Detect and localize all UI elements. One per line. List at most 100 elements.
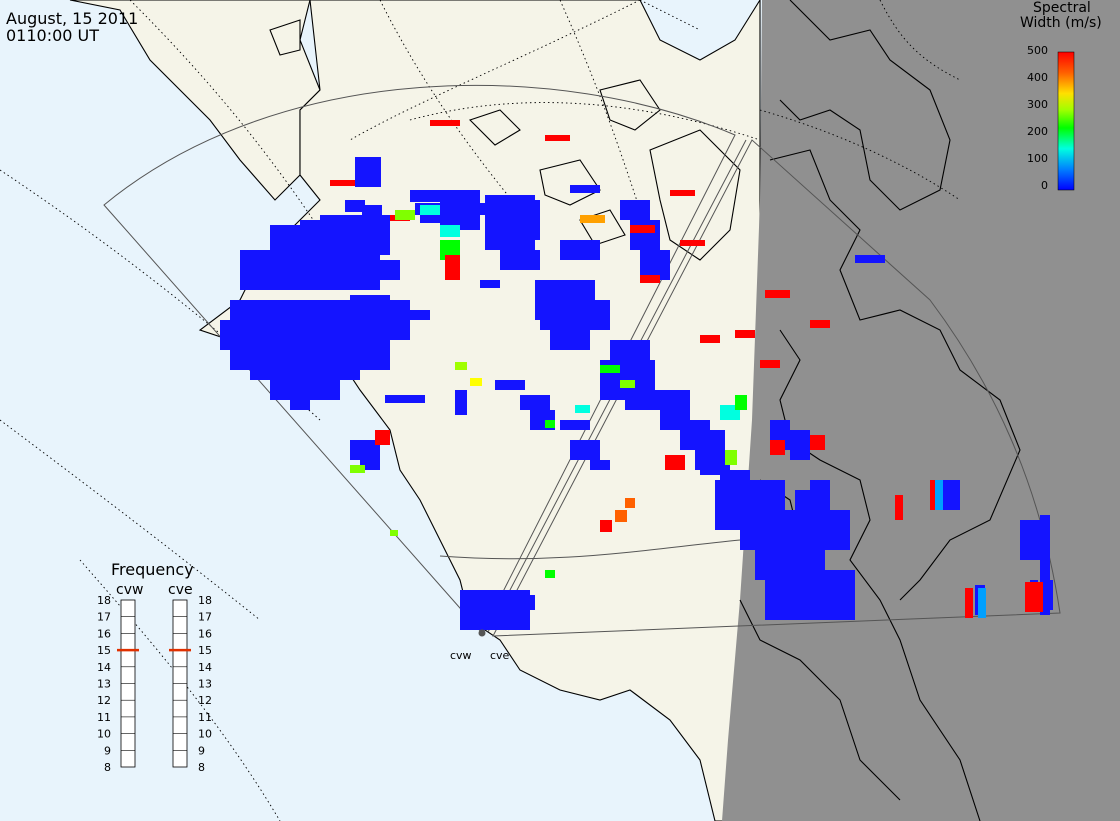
map-time: 0110:00 UT: [6, 26, 99, 45]
echo-cell: [540, 300, 610, 330]
color-scale: Spectral Width (m/s) 500 400 300 200 100…: [1020, 0, 1102, 192]
arctic-island-4: [599, 79, 661, 131]
arctic-island-3: [539, 159, 601, 206]
colorbar-tick: 0: [1041, 179, 1048, 192]
echo-cell: [290, 270, 320, 280]
frequency-tick: 12: [97, 694, 111, 707]
echo-cell: [455, 362, 467, 370]
frequency-tick: 10: [198, 728, 212, 741]
echo-cell: [510, 200, 540, 240]
radar-label-cvw: cvw: [450, 649, 472, 662]
frequency-tick: 14: [97, 661, 111, 674]
frequency-tick: 9: [104, 744, 111, 757]
echo-cell: [680, 240, 705, 246]
echo-cell: [330, 260, 400, 280]
echo-cell: [1025, 582, 1035, 612]
echo-cell: [810, 320, 830, 328]
echo-cell: [810, 435, 825, 450]
frequency-tick: 8: [104, 761, 111, 774]
colorbar-tick: 300: [1027, 98, 1048, 111]
echo-cell: [725, 450, 737, 465]
frequency-ladders: 18 17 16 15 14 13 12 11 10 9 8 18 17 16 15 14 13 12 11 10 9 8: [97, 594, 212, 774]
echo-cell: [670, 190, 695, 196]
radar-site-cvw: [478, 629, 486, 637]
colorbar-gradient: [1057, 51, 1075, 191]
echo-cell: [545, 135, 570, 141]
radar-label-cve: cve: [490, 649, 510, 662]
echo-cell: [770, 440, 785, 455]
frequency-tick: 15: [198, 644, 212, 657]
echo-cell: [735, 395, 747, 410]
echo-cell: [570, 185, 600, 193]
frequency-tick: 18: [198, 594, 212, 607]
frequency-tick: 12: [198, 694, 212, 707]
echo-cell: [830, 510, 850, 550]
echo-cell: [590, 460, 610, 470]
echo-cell: [700, 335, 720, 343]
echo-cell: [625, 498, 635, 508]
echo-cell: [440, 190, 480, 230]
echo-cell: [545, 570, 555, 578]
echo-cell: [770, 600, 830, 620]
echo-cell: [580, 215, 605, 223]
echo-cell: [395, 210, 415, 220]
echo-cell: [330, 180, 355, 186]
echo-cell: [440, 225, 460, 237]
echo-cell: [520, 395, 550, 410]
frequency-tick: 11: [198, 711, 212, 724]
frequency-col-cve: cve: [168, 582, 193, 598]
colorbar-tick: 200: [1027, 125, 1048, 138]
echo-cell: [930, 480, 938, 510]
echo-cell: [362, 205, 382, 217]
echo-cell: [575, 405, 590, 413]
echo-cell: [350, 465, 365, 473]
echo-cell: [380, 300, 410, 340]
echo-cell: [410, 310, 430, 320]
echo-cell: [445, 255, 460, 280]
echo-cell: [940, 480, 960, 510]
echo-cell: [1035, 582, 1043, 612]
colorbar-tick: 400: [1027, 71, 1048, 84]
arctic-island-2: [468, 109, 521, 146]
echo-cell: [600, 520, 612, 532]
frequency-tick: 9: [198, 744, 205, 757]
echo-cell: [220, 320, 240, 350]
echo-cell: [560, 240, 600, 260]
echo-cell: [600, 365, 620, 373]
frequency-tick: 15: [97, 644, 111, 657]
arctic-island-1: [269, 19, 301, 56]
echo-cell: [935, 480, 943, 510]
frequency-tick: 13: [97, 678, 111, 691]
echo-cell: [620, 380, 635, 388]
echo-cell: [965, 588, 973, 618]
echo-cell: [360, 460, 380, 470]
echo-cell: [615, 510, 627, 522]
echo-cell: [290, 390, 310, 410]
frequency-tick: 14: [198, 661, 212, 674]
frequency-tick: 16: [97, 627, 111, 640]
echo-cell: [455, 390, 467, 415]
echo-cell: [1020, 520, 1040, 560]
echo-cell: [420, 205, 440, 215]
echo-cell: [515, 595, 535, 610]
echo-cell: [978, 588, 986, 618]
echo-cell: [560, 420, 590, 430]
frequency-tick: 18: [97, 594, 111, 607]
frequency-panel: Frequency cvw cve 1817161514131211109818…: [97, 560, 212, 774]
frequency-tick: 11: [97, 711, 111, 724]
frequency-tick: 8: [198, 761, 205, 774]
alaska-land: [69, 0, 321, 201]
echo-cell: [895, 495, 903, 520]
map-date: August, 15 2011: [6, 9, 138, 28]
echo-cell: [760, 360, 780, 368]
frequency-tick: 17: [97, 611, 111, 624]
echo-cell: [550, 330, 590, 350]
colorbar-title-line2: Width (m/s): [1020, 15, 1102, 31]
echo-cell: [855, 255, 885, 263]
echo-cell: [1040, 515, 1050, 615]
echo-cell: [810, 480, 830, 540]
echo-cell: [650, 390, 690, 410]
echo-cell: [430, 120, 460, 126]
